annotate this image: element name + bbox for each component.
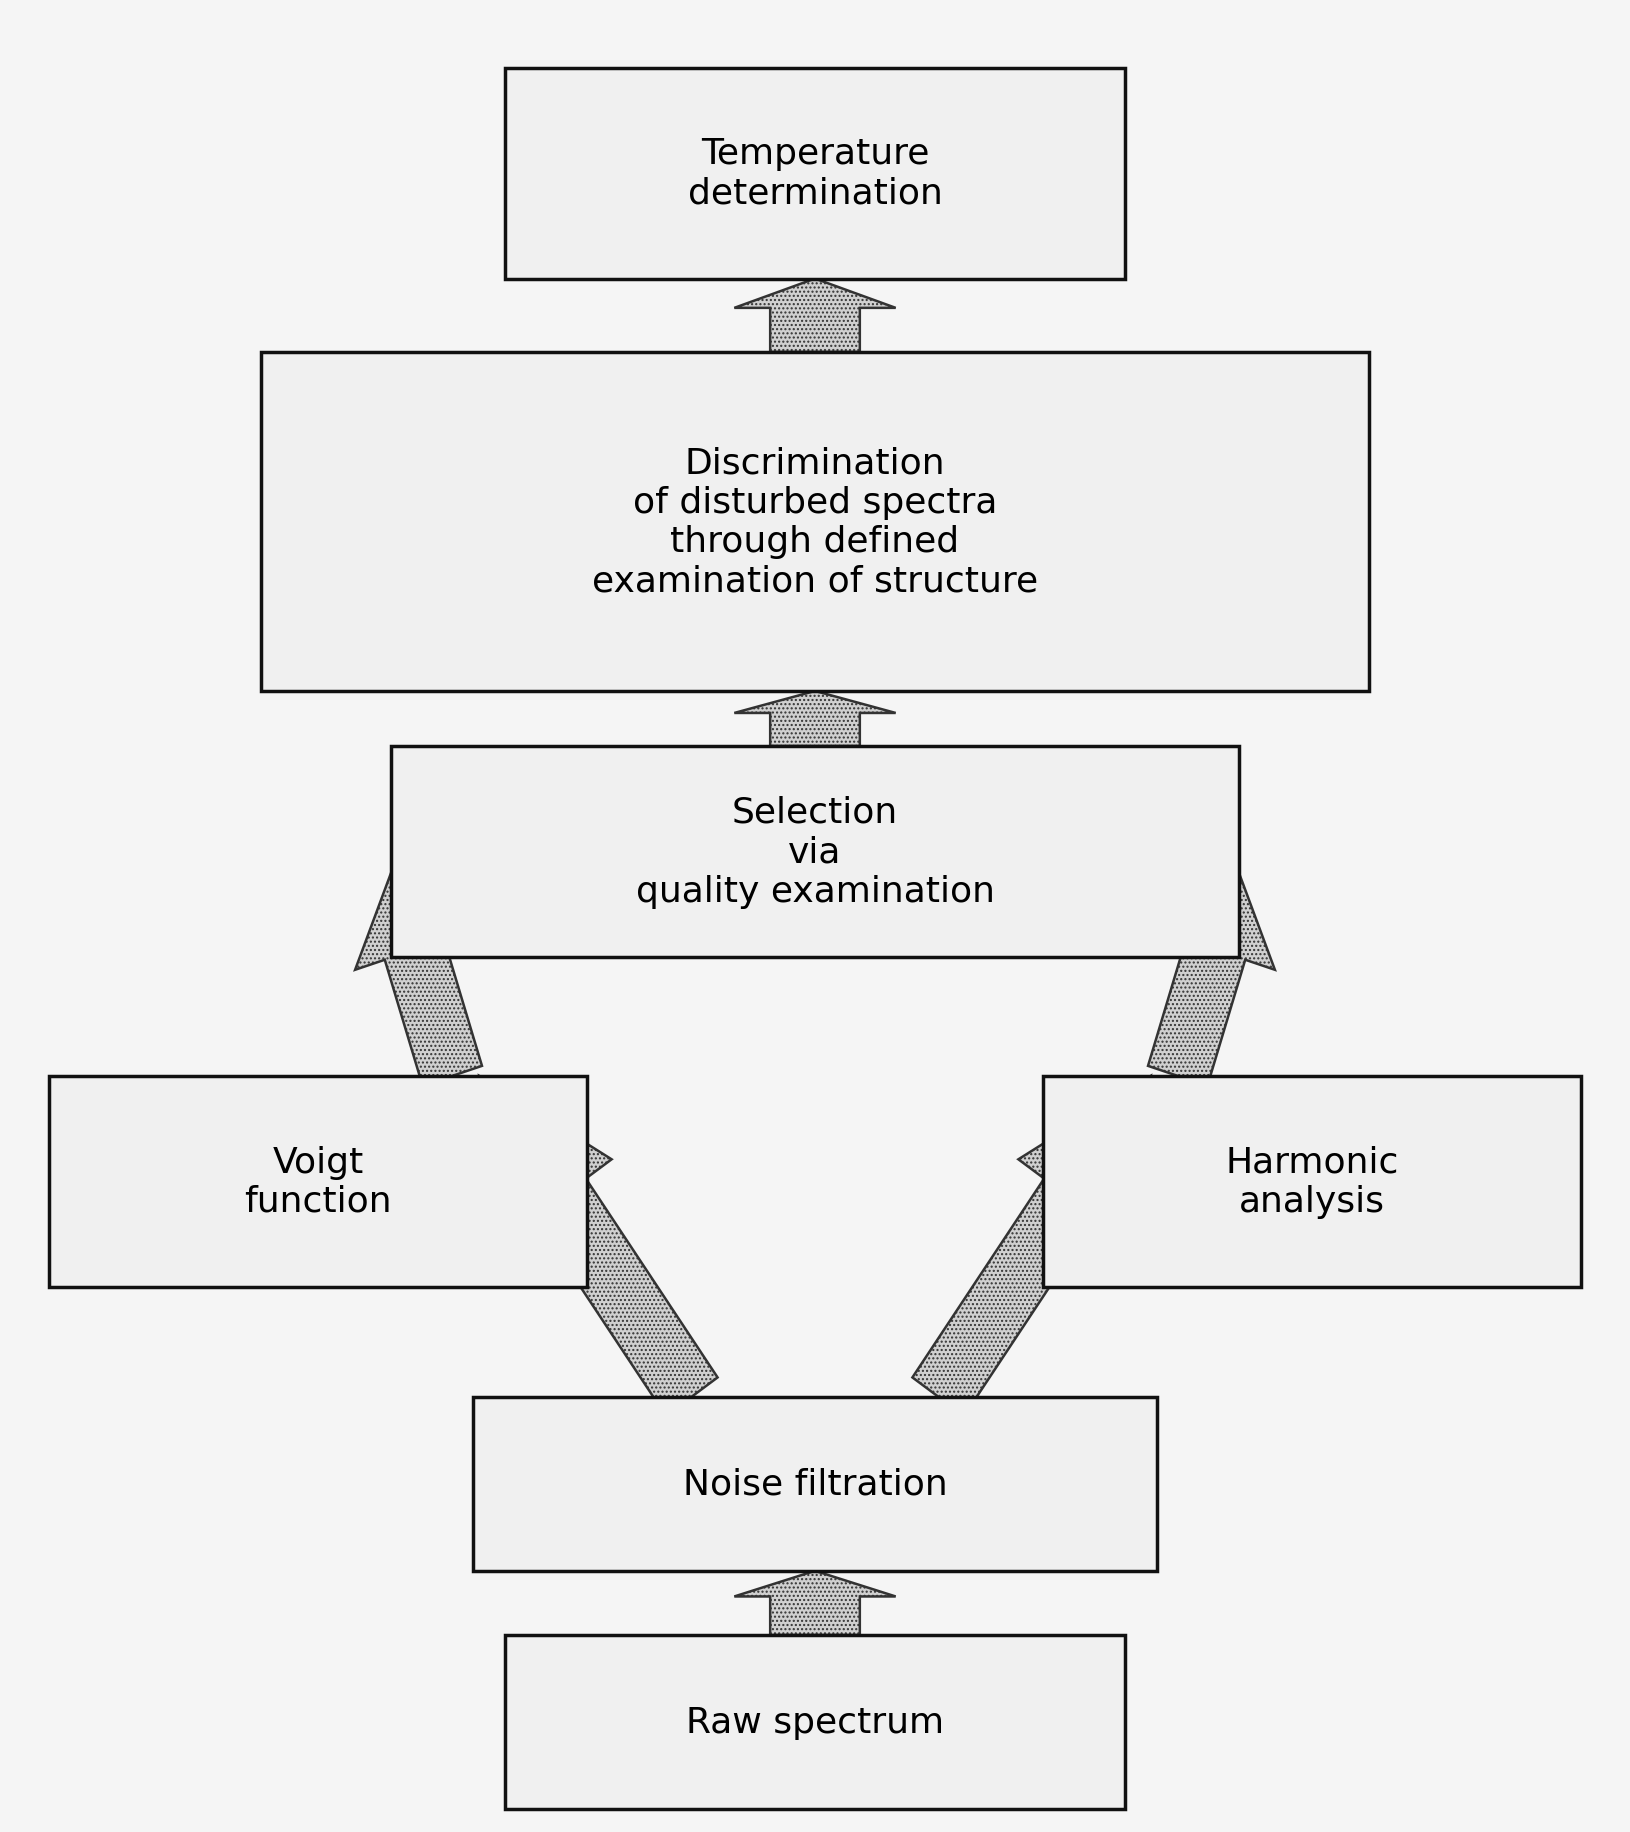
Polygon shape (1148, 872, 1275, 1086)
FancyBboxPatch shape (1043, 1077, 1581, 1286)
FancyBboxPatch shape (473, 1396, 1157, 1570)
Polygon shape (355, 872, 482, 1086)
Text: Temperature
determination: Temperature determination (688, 137, 942, 211)
Text: Discrimination
of disturbed spectra
through defined
examination of structure: Discrimination of disturbed spectra thro… (592, 445, 1038, 599)
FancyBboxPatch shape (261, 354, 1369, 692)
Text: Voigt
function: Voigt function (244, 1145, 391, 1218)
Polygon shape (479, 1077, 717, 1416)
Text: Harmonic
analysis: Harmonic analysis (1226, 1145, 1399, 1218)
FancyBboxPatch shape (49, 1077, 587, 1286)
FancyBboxPatch shape (505, 1634, 1125, 1810)
Text: Selection
via
quality examination: Selection via quality examination (636, 795, 994, 909)
Polygon shape (735, 692, 896, 747)
Polygon shape (735, 1570, 896, 1634)
FancyBboxPatch shape (505, 68, 1125, 278)
Polygon shape (913, 1077, 1151, 1416)
Text: Raw spectrum: Raw spectrum (686, 1706, 944, 1739)
Polygon shape (735, 278, 896, 352)
Text: Noise filtration: Noise filtration (683, 1467, 947, 1500)
FancyBboxPatch shape (391, 747, 1239, 956)
